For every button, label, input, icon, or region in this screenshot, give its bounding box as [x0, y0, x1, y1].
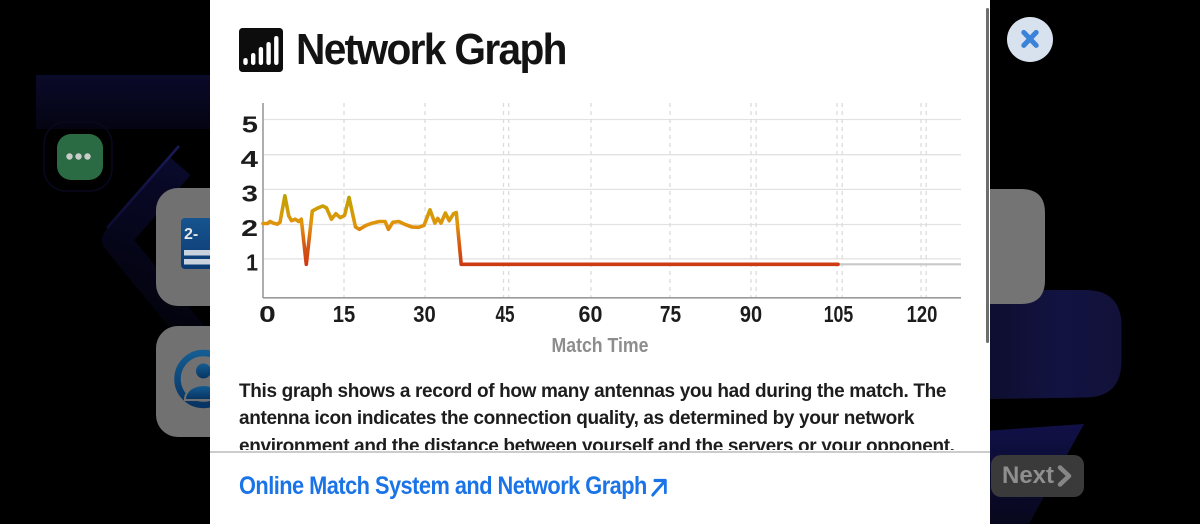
svg-text:3: 3: [242, 181, 258, 207]
svg-text:5: 5: [242, 112, 258, 138]
svg-text:45: 45: [495, 301, 514, 327]
svg-text:0: 0: [259, 301, 276, 327]
svg-text:Match Time: Match Time: [552, 335, 649, 357]
svg-text:1: 1: [246, 250, 258, 276]
svg-text:4: 4: [241, 146, 259, 172]
svg-text:30: 30: [413, 301, 436, 327]
svg-text:2: 2: [241, 215, 258, 241]
svg-text:15: 15: [333, 301, 356, 327]
svg-text:2-: 2-: [184, 226, 198, 243]
svg-text:75: 75: [660, 301, 681, 327]
svg-text:60: 60: [579, 301, 603, 327]
svg-text:120: 120: [907, 301, 938, 327]
svg-text:90: 90: [740, 301, 762, 327]
svg-text:105: 105: [824, 301, 854, 327]
